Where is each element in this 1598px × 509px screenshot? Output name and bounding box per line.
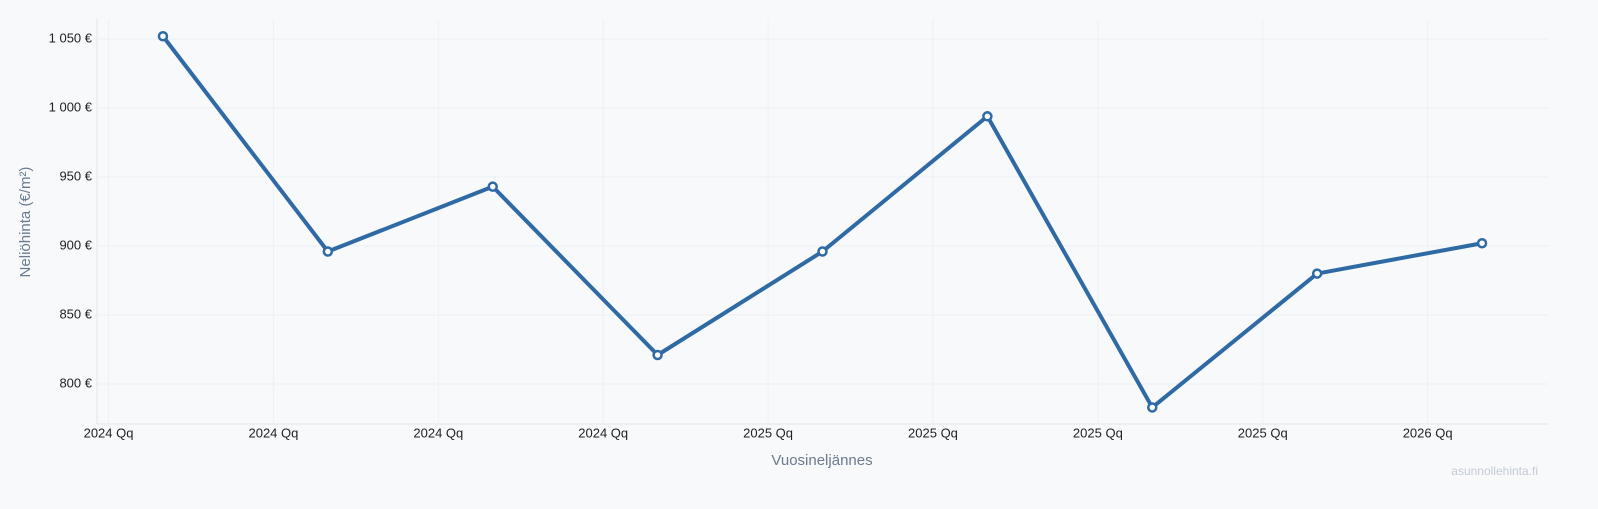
point — [487, 181, 498, 192]
point — [1311, 268, 1323, 279]
x-tick-label: 2025 Qq — [908, 425, 958, 440]
x-tick-label: 2026 Qq — [1403, 425, 1453, 440]
y-tick-label: 950 € — [59, 168, 92, 183]
point — [652, 349, 663, 361]
x-tick-label: 2025 Qq — [1073, 425, 1123, 440]
watermark: asunnollehinta.fi — [1451, 464, 1538, 478]
y-axis-title: Neliöhinta (€/m²) — [17, 167, 34, 278]
line — [161, 35, 1483, 410]
y-tick-label: 800 € — [59, 375, 92, 390]
point — [1476, 237, 1488, 249]
x-tick-label: 2024 Qq — [84, 425, 134, 440]
point — [157, 30, 169, 42]
point — [817, 246, 828, 257]
y-tick-label: 850 € — [59, 306, 92, 321]
x-tick-label: 2024 Qq — [248, 425, 298, 440]
point — [982, 111, 993, 122]
x-tick-label: 2025 Qq — [1238, 425, 1288, 440]
point — [1147, 402, 1158, 413]
x-tick-label: 2025 Qq — [743, 425, 793, 440]
y-tick-label: 1 000 € — [49, 99, 93, 114]
y-tick-label: 1 050 € — [49, 30, 93, 45]
x-tick-label: 2024 Qq — [578, 425, 628, 440]
x-tick-label: 2024 Qq — [413, 425, 463, 440]
y-tick-label: 900 € — [59, 237, 92, 252]
x-axis-title: Vuosineljännes — [771, 452, 872, 469]
point — [322, 246, 334, 257]
